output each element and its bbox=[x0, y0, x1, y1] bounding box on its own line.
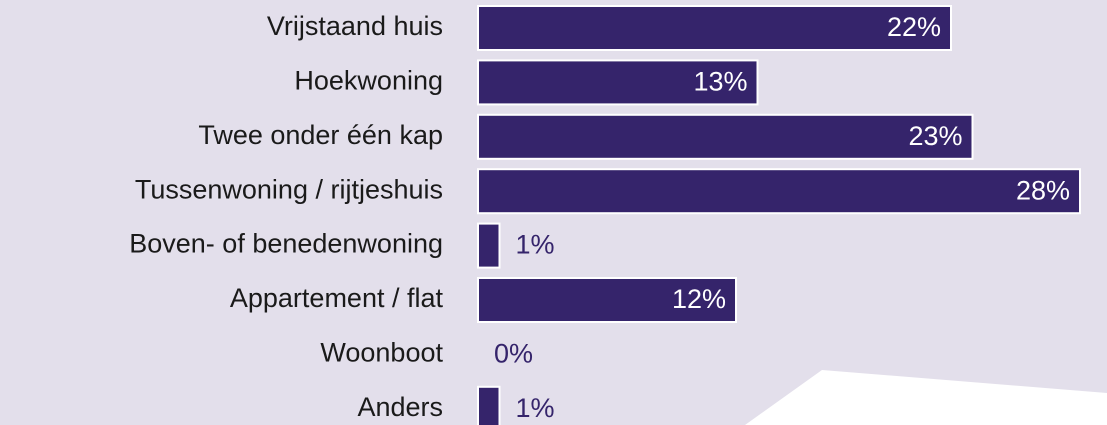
category-label: Appartement / flat bbox=[230, 283, 444, 313]
value-label: 22% bbox=[887, 12, 941, 42]
category-label: Twee onder één kap bbox=[198, 120, 443, 150]
bar bbox=[477, 222, 501, 269]
value-label: 12% bbox=[672, 284, 726, 314]
value-label: 0% bbox=[494, 339, 533, 369]
category-label: Boven- of benedenwoning bbox=[129, 229, 443, 259]
bar bbox=[477, 277, 737, 323]
category-label: Anders bbox=[357, 392, 443, 422]
value-label: 13% bbox=[693, 67, 747, 97]
value-label: 28% bbox=[1016, 175, 1070, 205]
bar bbox=[477, 113, 974, 160]
bar bbox=[477, 5, 952, 51]
bar bbox=[477, 168, 1081, 215]
category-label: Hoekwoning bbox=[294, 66, 443, 96]
category-label: Woonboot bbox=[320, 338, 443, 368]
bar bbox=[477, 59, 759, 106]
bar bbox=[477, 385, 501, 425]
category-label: Tussenwoning / rijtjeshuis bbox=[135, 174, 443, 204]
value-label: 1% bbox=[516, 393, 555, 423]
value-label: 1% bbox=[516, 230, 555, 260]
category-label: Vrijstaand huis bbox=[267, 11, 443, 41]
value-label: 23% bbox=[908, 121, 962, 151]
decoration bbox=[745, 370, 1107, 425]
